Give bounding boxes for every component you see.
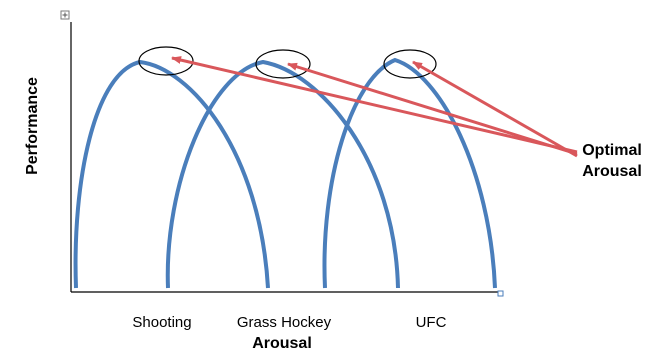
curve-label-ufc: UFC	[416, 314, 447, 331]
peak-ellipse-ufc	[383, 49, 437, 79]
peak-ellipse-shooting	[138, 46, 194, 76]
curve-ufc	[322, 57, 497, 289]
arrow-to-shooting-peak	[171, 56, 578, 154]
arrow-to-ufc-peak	[412, 60, 578, 158]
curve-label-grass-hockey: Grass Hockey	[237, 314, 332, 331]
x-axis-title: Arousal	[252, 335, 312, 350]
y-axis-title: Performance	[24, 77, 41, 175]
callout-line-1: Optimal	[582, 142, 642, 159]
curve-grass-hockey	[165, 59, 400, 289]
peak-ellipse-grass-hockey	[255, 49, 311, 79]
callout-line-2: Arousal	[582, 163, 642, 180]
move-handle-icon[interactable]	[60, 10, 70, 20]
arrow-to-grass-hockey-peak	[287, 62, 578, 156]
curve-shooting	[73, 59, 270, 289]
curve-label-shooting: Shooting	[132, 314, 191, 331]
resize-handle-icon[interactable]	[497, 290, 504, 297]
